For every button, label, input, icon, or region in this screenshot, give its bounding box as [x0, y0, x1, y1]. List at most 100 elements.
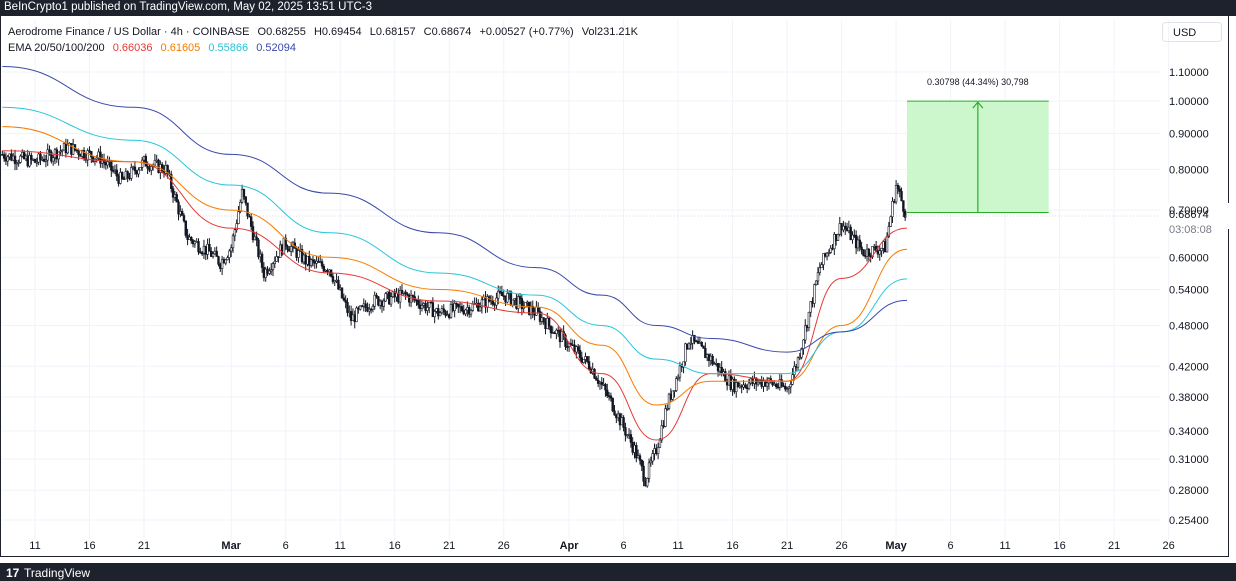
candle-body	[211, 253, 215, 257]
candle-body	[184, 220, 187, 236]
candle-body	[827, 252, 831, 254]
candle-body	[804, 325, 807, 341]
candle-body	[146, 165, 149, 169]
candle-body	[30, 155, 33, 160]
last-price-countdown: 03:08:08	[1169, 224, 1212, 236]
legend-symbol[interactable]: Aerodrome Finance / US Dollar · 4h · COI…	[8, 26, 250, 38]
candle-body	[66, 144, 69, 154]
candle-body	[233, 229, 237, 237]
ema-line-ema200	[2, 65, 908, 353]
candle-body	[106, 161, 109, 166]
candle-body	[438, 312, 442, 317]
last-price-value: 0.68674	[1169, 209, 1209, 221]
publisher-bar: BeInCrypto1 published on TradingView.com…	[0, 0, 1236, 16]
candle-body	[635, 445, 638, 459]
legend-ema-label[interactable]: EMA 20/50/100/200	[8, 42, 105, 54]
candle-body	[375, 294, 378, 298]
candle-body	[355, 307, 358, 323]
candle-body	[667, 393, 671, 409]
candle-body	[596, 379, 600, 384]
candle-body	[816, 272, 820, 282]
x-tick-label: 11	[672, 540, 683, 552]
candle-body	[867, 248, 871, 257]
candle-body	[226, 257, 229, 261]
candle-body	[153, 159, 157, 166]
candle-body	[660, 425, 663, 441]
candle-body	[373, 294, 376, 307]
x-tick-label: 21	[1108, 540, 1120, 552]
candle-body	[862, 249, 865, 256]
candle-body	[48, 149, 51, 153]
candle-body	[825, 252, 829, 257]
candle-body	[700, 342, 703, 347]
candle-body	[480, 299, 484, 308]
x-tick-label: 16	[726, 540, 738, 552]
candle-body	[275, 256, 278, 262]
candle-body	[271, 263, 275, 270]
candle-body	[858, 239, 861, 248]
currency-button[interactable]: USD	[1162, 22, 1222, 42]
ema-line-ema20	[2, 150, 908, 441]
candle-body	[517, 296, 520, 309]
candle-body	[898, 188, 901, 192]
candle-body	[613, 410, 616, 416]
candle-body	[576, 346, 580, 351]
candle-body	[449, 304, 453, 318]
x-tick-label: 6	[621, 540, 627, 552]
candle-body	[765, 382, 769, 387]
candle-body	[160, 164, 164, 172]
candle-body	[215, 250, 218, 257]
x-tick-label: Apr	[560, 540, 580, 552]
candle-body	[182, 215, 186, 222]
tradingview-brand[interactable]: TradingView	[24, 566, 91, 580]
ema-line-ema100	[2, 106, 908, 375]
candle-body	[860, 246, 863, 250]
candle-body	[491, 300, 494, 305]
candle-body	[638, 455, 642, 461]
candle-body	[39, 153, 42, 160]
y-tick-label: 0.90000	[1169, 128, 1209, 140]
publisher-line: BeInCrypto1 published on TradingView.com…	[4, 1, 372, 13]
candle-body	[802, 339, 805, 349]
candle-body	[678, 365, 682, 378]
candle-body	[538, 311, 542, 322]
legend-ema: EMA 20/50/100/200 0.66036 0.61605 0.5586…	[8, 42, 301, 54]
candle-body	[217, 256, 220, 265]
candle-body	[420, 305, 424, 309]
candle-body	[787, 386, 791, 389]
y-tick-label: 0.60000	[1169, 252, 1209, 264]
candle-body	[342, 297, 346, 301]
candle-body	[784, 385, 787, 390]
candle-body	[649, 460, 653, 464]
candle-body	[647, 462, 651, 479]
candle-body	[756, 381, 760, 385]
candle-body	[671, 390, 674, 400]
y-tick-label: 1.10000	[1169, 67, 1209, 79]
last-price-box	[1162, 202, 1230, 229]
candle-body	[774, 383, 778, 388]
candle-body	[664, 408, 667, 427]
y-tick-label: 0.48000	[1169, 320, 1209, 332]
candle-body	[600, 381, 604, 385]
candle-body	[624, 427, 627, 436]
y-tick-label: 0.25400	[1169, 515, 1209, 527]
candle-body	[297, 250, 300, 258]
candle-body	[17, 162, 20, 164]
candle-body	[130, 167, 133, 179]
candle-body	[651, 453, 654, 462]
candle-body	[139, 167, 142, 171]
candle-body	[199, 251, 202, 254]
candle-body	[640, 460, 643, 467]
candle-body	[789, 383, 792, 388]
y-tick-label: 0.80000	[1169, 164, 1209, 176]
candle-body	[587, 361, 591, 370]
candle-body	[785, 388, 789, 390]
candle-body	[689, 342, 693, 345]
candle-body	[110, 160, 113, 171]
tradingview-logo-icon[interactable]: 17	[6, 566, 20, 580]
candle-body	[364, 303, 367, 308]
candle-body	[747, 382, 751, 389]
candle-body	[344, 299, 347, 303]
candle-body	[800, 348, 803, 358]
